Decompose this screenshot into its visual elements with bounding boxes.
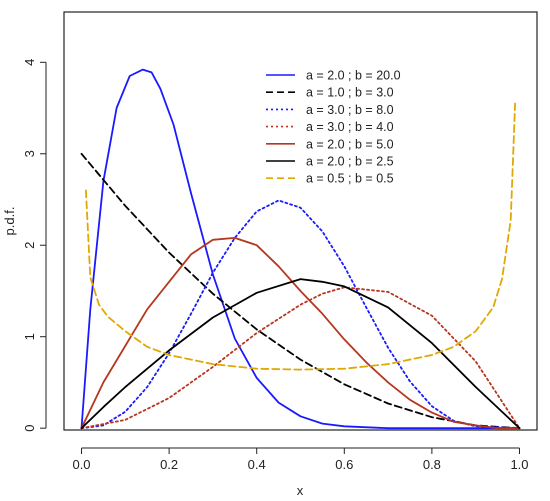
legend-label: a = 2.0 ; b = 20.0 <box>306 69 401 83</box>
legend-label: a = 0.5 ; b = 0.5 <box>306 172 394 186</box>
legend-label: a = 3.0 ; b = 4.0 <box>306 120 394 134</box>
x-tick-label: 0.2 <box>160 457 178 472</box>
x-tick-label: 0.4 <box>248 457 266 472</box>
series-line-2 <box>80 152 521 430</box>
y-tick-label: 2 <box>22 242 37 249</box>
y-tick-label: 1 <box>22 333 37 340</box>
x-tick-label: 1.0 <box>510 457 528 472</box>
x-tick-label: 0.6 <box>335 457 353 472</box>
series-line-4 <box>80 286 521 430</box>
y-tick-label: 0 <box>22 425 37 432</box>
legend-label: a = 2.0 ; b = 2.5 <box>306 155 394 169</box>
series-line-5 <box>80 236 521 430</box>
plot-frame <box>63 11 538 431</box>
y-axis: 0 1 2 3 4 <box>22 59 47 432</box>
series-line-7 <box>85 102 516 371</box>
legend: a = 2.0 ; b = 20.0 a = 1.0 ; b = 3.0 a = 3… <box>266 69 401 186</box>
x-axis-title: x <box>297 483 304 498</box>
y-tick-label: 4 <box>22 59 37 66</box>
x-axis: 0.0 0.2 0.4 0.6 0.8 1.0 <box>72 447 529 472</box>
legend-label: a = 2.0 ; b = 5.0 <box>306 137 394 151</box>
x-tick-label: 0.8 <box>423 457 441 472</box>
y-tick-label: 3 <box>22 150 37 157</box>
series-lines <box>80 68 521 430</box>
series-line-3 <box>80 199 521 430</box>
x-tick-label: 0.0 <box>72 457 90 472</box>
y-axis-title: p.d.f. <box>2 207 17 236</box>
legend-label: a = 1.0 ; b = 3.0 <box>306 86 394 100</box>
legend-label: a = 3.0 ; b = 8.0 <box>306 103 394 117</box>
series-line-6 <box>80 278 521 430</box>
series-line-1 <box>80 68 521 430</box>
